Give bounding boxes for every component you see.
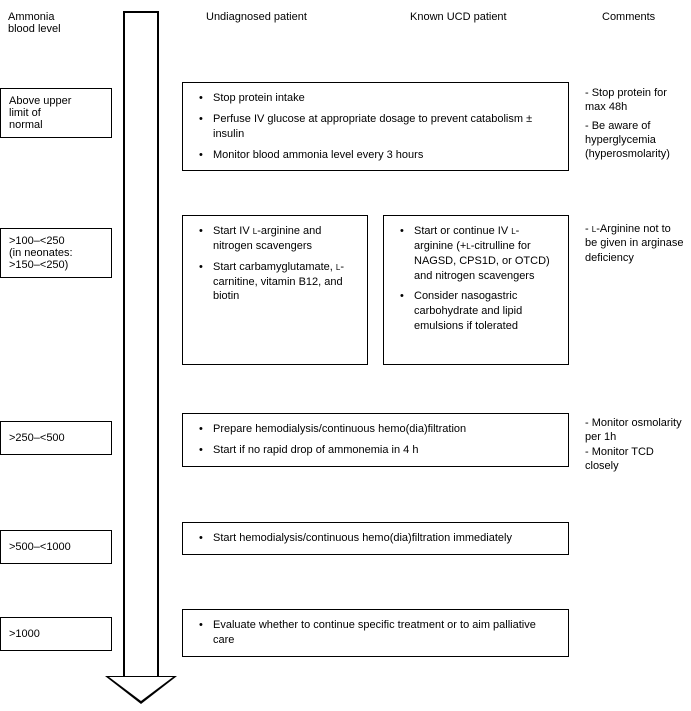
comment-row1-2: - Be aware of hyperglycemia (hyperosmola… bbox=[585, 119, 685, 162]
content-box-row4: Start hemodialysis/continuous hemo(dia)f… bbox=[182, 522, 569, 555]
level-1-l1: Above upper bbox=[9, 95, 103, 107]
content-box-row2-left: Start IV l-arginine and nitrogen scaveng… bbox=[182, 215, 368, 365]
level-2-l3: >150–<250) bbox=[9, 259, 103, 271]
level-box-2: >100–<250 (in neonates: >150–<250) bbox=[0, 228, 112, 278]
header-undiagnosed: Undiagnosed patient bbox=[206, 11, 307, 23]
level-box-3: >250–<500 bbox=[0, 421, 112, 455]
comment-row2: - l-Arginine not to be given in arginase… bbox=[585, 222, 685, 265]
row2-right-bullet-2: Consider nasogastric carbohydrate and li… bbox=[398, 289, 558, 334]
level-5: >1000 bbox=[9, 628, 103, 640]
comment-row3-1: - Monitor osmolarity per 1h bbox=[585, 416, 685, 445]
level-box-4: >500–<1000 bbox=[0, 530, 112, 564]
comment-row3-2: - Monitor TCD closely bbox=[585, 445, 685, 474]
comment-row1-1: - Stop protein for max 48h bbox=[585, 86, 685, 115]
header-known-ucd: Known UCD patient bbox=[410, 11, 507, 23]
row4-bullet-1: Start hemodialysis/continuous hemo(dia)f… bbox=[197, 531, 558, 546]
level-1-l3: normal bbox=[9, 119, 103, 131]
row1-bullet-3: Monitor blood ammonia level every 3 hour… bbox=[197, 148, 558, 163]
level-4: >500–<1000 bbox=[9, 541, 103, 553]
row2-right-bullet-1: Start or continue IV l-arginine (+l-citr… bbox=[398, 224, 558, 283]
row5-bullet-1: Evaluate whether to continue specific tr… bbox=[197, 618, 558, 648]
level-box-5: >1000 bbox=[0, 617, 112, 651]
level-3: >250–<500 bbox=[9, 432, 103, 444]
level-2-l2: (in neonates: bbox=[9, 247, 103, 259]
header-comments: Comments bbox=[602, 11, 655, 23]
comment-row1: - Stop protein for max 48h - Be aware of… bbox=[585, 86, 685, 161]
content-box-row2-right: Start or continue IV l-arginine (+l-citr… bbox=[383, 215, 569, 365]
comment-row3: - Monitor osmolarity per 1h - Monitor TC… bbox=[585, 416, 685, 473]
row3-bullet-2: Start if no rapid drop of ammonemia in 4… bbox=[197, 443, 558, 458]
row1-bullet-2: Perfuse IV glucose at appropriate dosage… bbox=[197, 112, 558, 142]
content-box-row5: Evaluate whether to continue specific tr… bbox=[182, 609, 569, 657]
row1-bullet-1: Stop protein intake bbox=[197, 91, 558, 106]
row3-bullet-1: Prepare hemodialysis/continuous hemo(dia… bbox=[197, 422, 558, 437]
header-ammonia-l1: Ammonia bbox=[8, 11, 61, 23]
content-box-row1: Stop protein intake Perfuse IV glucose a… bbox=[182, 82, 569, 171]
header-ammonia-l2: blood level bbox=[8, 23, 61, 35]
level-box-1: Above upper limit of normal bbox=[0, 88, 112, 138]
arrow-shaft bbox=[123, 11, 159, 679]
header-ammonia: Ammonia blood level bbox=[8, 11, 61, 35]
level-2-l1: >100–<250 bbox=[9, 235, 103, 247]
level-1-l2: limit of bbox=[9, 107, 103, 119]
arrow-head-inner bbox=[109, 677, 173, 701]
row2-left-bullet-2: Start carbamyglutamate, l-carnitine, vit… bbox=[197, 260, 357, 305]
content-box-row3: Prepare hemodialysis/continuous hemo(dia… bbox=[182, 413, 569, 467]
flowchart-container: Ammonia blood level Undiagnosed patient … bbox=[0, 0, 691, 711]
row2-left-bullet-1: Start IV l-arginine and nitrogen scaveng… bbox=[197, 224, 357, 254]
